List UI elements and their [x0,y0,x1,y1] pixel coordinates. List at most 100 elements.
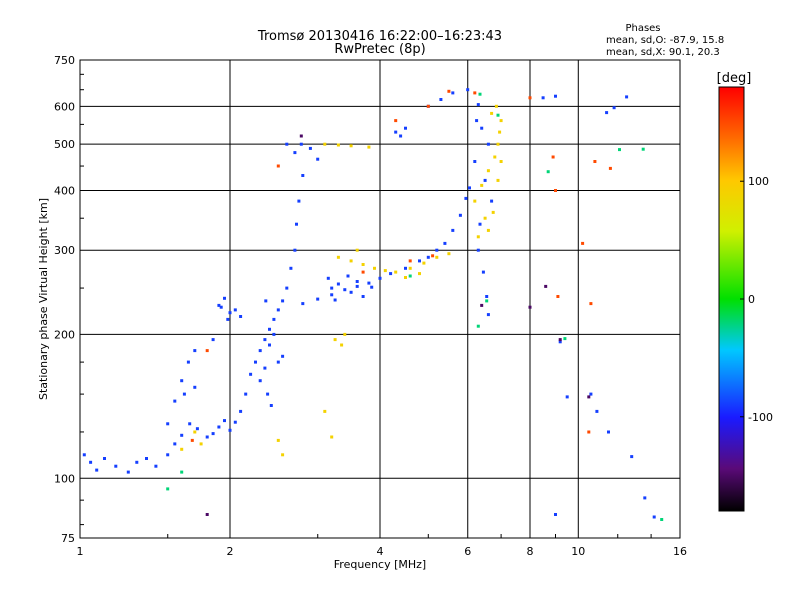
echo-point [475,119,479,123]
echo-point [451,228,455,232]
echo-point [173,399,177,403]
echo-point [563,337,567,341]
phases-heading: Phases [625,23,660,34]
echo-point [145,457,148,460]
echo-point [233,420,237,424]
echo-point [389,272,393,276]
echo-point [268,327,271,331]
x-tick-label: 10 [571,545,585,558]
echo-point [190,438,194,442]
x-tick-label: 6 [464,545,471,558]
echo-point [478,92,482,96]
echo-point [293,248,297,252]
x-axis-label: Frequency [MHz] [334,558,426,571]
echo-point [486,169,490,173]
echo-point [528,305,532,309]
y-axis-label: Stationary phase Virtual Height [km] [37,198,50,400]
echo-point [494,104,498,108]
echo-point [630,455,634,459]
echo-point [211,338,215,342]
echo-point [233,308,237,312]
echo-point [269,404,273,407]
echo-point [490,199,494,203]
echo-point [361,295,365,298]
echo-point [330,435,334,439]
echo-point [408,259,412,263]
echo-point [217,425,221,429]
echo-point [340,343,344,347]
echo-points [82,88,664,521]
echo-point [483,178,487,182]
echo-point [330,293,334,297]
echo-point [404,126,407,130]
echo-point [373,266,376,270]
echo-point [272,332,276,336]
echo-point [323,142,327,146]
colorbar-tick-label: -100 [748,411,773,424]
echo-series [82,88,656,519]
echo-point [281,299,285,303]
echo-point [612,106,616,110]
echo-point [326,276,330,280]
echo-point [589,302,593,306]
echo-point [361,270,365,274]
echo-point [558,340,562,344]
x-tick-label: 1 [77,545,84,558]
echo-point [95,468,99,472]
echo-point [258,379,262,383]
echo-point [496,142,500,146]
echo-point [330,286,334,290]
phases-o-mode: mean, sd,O: -87.9, 15.8 [606,35,724,46]
echo-point [486,313,490,317]
echo-point [404,276,407,279]
echo-point [166,487,170,491]
echo-point [336,143,340,147]
echo-point [276,438,280,442]
echo-point [219,305,223,309]
echo-point [316,157,320,161]
echo-point [473,160,477,163]
echo-point [199,442,203,446]
echo-point [285,142,289,146]
echo-point [173,442,177,446]
echo-point [458,213,462,217]
echo-point [408,274,412,278]
echo-point [551,155,555,159]
echo-point [323,409,327,413]
echo-point [355,280,359,283]
echo-point [443,241,447,245]
echo-point [480,126,484,130]
y-tick-label: 500 [54,138,75,151]
echo-point [451,91,455,95]
echo-point [166,422,170,426]
echo-point [418,259,421,263]
echo-point [625,95,629,99]
echo-point [378,276,382,280]
echo-point [223,296,226,300]
grid-lines [80,60,680,538]
echo-point [476,324,480,328]
echo-point [285,286,289,290]
echo-point [493,155,497,159]
echo-point [295,222,298,226]
colorbar-tick-label: 0 [748,293,755,306]
echo-point [299,142,303,146]
echo-point [276,308,280,312]
echo-point [180,379,184,383]
echo-point [333,298,337,302]
echo-point [528,96,532,100]
echo-point [464,196,468,200]
echo-point [180,433,184,437]
y-tick-label: 600 [54,100,75,113]
echo-point [82,453,86,457]
echo-point [266,392,270,396]
echo-point [468,186,471,190]
echo-point [343,332,347,336]
echo-point [383,269,387,273]
echo-point [435,255,439,259]
echo-point [607,430,610,434]
echo-point [565,395,569,399]
echo-point [476,235,480,239]
echo-point [281,354,285,358]
echo-point [496,178,500,182]
